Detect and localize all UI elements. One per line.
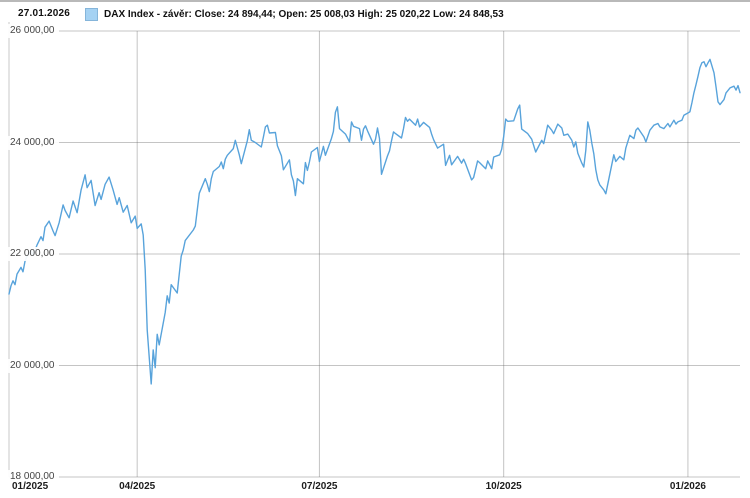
- x-axis-label: 10/2025: [485, 481, 522, 492]
- chart-header: 27.01.2026 DAX Index - závěr: Close: 24 …: [0, 6, 750, 22]
- legend-label: DAX Index - závěr: Close: 24 894,44; Ope…: [104, 8, 504, 20]
- x-axis-label: 04/2025: [119, 481, 156, 492]
- x-axis-label: 07/2025: [301, 481, 338, 492]
- window-top-edge: [0, 0, 750, 2]
- y-axis-label: 20 000,00: [6, 358, 59, 373]
- series-legend[interactable]: DAX Index - závěr: Close: 24 894,44; Ope…: [85, 6, 504, 22]
- series-swatch-icon: [85, 7, 98, 21]
- price-line: [8, 58, 741, 385]
- x-axis-label: 01/2025: [12, 481, 49, 492]
- y-axis-label: 24 000,00: [6, 135, 59, 150]
- y-axis-label: 26 000,00: [6, 24, 59, 38]
- y-axis-label: 18 000,00: [6, 470, 59, 484]
- last-trade-date: 27.01.2026: [18, 8, 71, 19]
- y-axis-label: 22 000,00: [6, 247, 59, 261]
- x-axis-label: 01/2026: [669, 481, 706, 492]
